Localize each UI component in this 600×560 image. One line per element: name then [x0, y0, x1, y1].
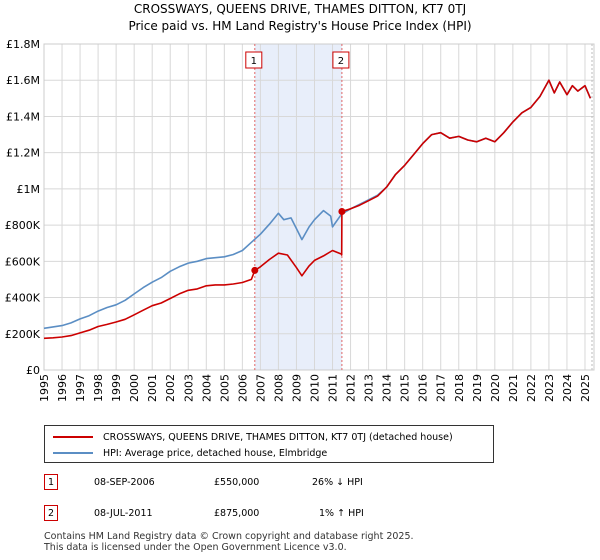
series-line-property — [43, 79, 592, 340]
x-tick-label: 2021 — [507, 374, 520, 402]
x-tick-label: 2010 — [308, 374, 321, 402]
y-tick-label: £800K — [5, 219, 41, 232]
legend-swatch-property — [53, 436, 93, 438]
y-tick-label: £1.2M — [6, 147, 40, 160]
footer-copyright: Contains HM Land Registry data © Crown c… — [44, 531, 414, 542]
x-tick-label: 2000 — [128, 374, 141, 402]
x-tick-label: 1995 — [38, 374, 51, 402]
x-tick-label: 2013 — [363, 374, 376, 402]
x-tick-label: 2006 — [236, 374, 249, 402]
transaction-hpi: 26% ↓ HPI — [312, 477, 363, 488]
x-tick-label: 2001 — [146, 374, 159, 402]
x-tick-label: 2015 — [399, 374, 412, 402]
x-tick-label: 2018 — [453, 374, 466, 402]
transaction-badge: 2 — [44, 505, 58, 521]
x-tick-label: 2020 — [489, 374, 502, 402]
x-tick-label: 1998 — [92, 374, 105, 402]
x-tick-label: 2008 — [272, 374, 285, 402]
chart-title: CROSSWAYS, QUEENS DRIVE, THAMES DITTON, … — [133, 2, 467, 16]
x-tick-label: 2025 — [579, 374, 592, 402]
sale-marker-label: 2 — [338, 56, 344, 67]
x-tick-label: 2007 — [254, 374, 267, 402]
sale-point — [251, 266, 259, 274]
price-chart: £0 £200K £400K £600K £800K £1M £1.2M £1.4M £1.6M… — [5, 38, 595, 402]
legend-item-hpi: HPI: Average price, detached house, Elmb… — [53, 446, 327, 460]
x-tick-label: 2002 — [164, 374, 177, 402]
transaction-badge: 1 — [44, 474, 58, 490]
transaction-price: £550,000 — [214, 477, 260, 488]
transaction-hpi: 1% ↑ HPI — [319, 508, 364, 519]
y-tick-label: £400K — [5, 292, 41, 305]
y-tick-label: £600K — [5, 255, 41, 268]
sale-marker-box — [245, 51, 263, 69]
x-tick-label: 2024 — [561, 374, 574, 402]
legend-swatch-hpi — [53, 452, 93, 454]
legend-label-property: CROSSWAYS, QUEENS DRIVE, THAMES DITTON, … — [103, 431, 453, 443]
legend-label-hpi: HPI: Average price, detached house, Elmb… — [103, 447, 328, 459]
chart-subtitle: Price paid vs. HM Land Registry's House … — [128, 19, 472, 33]
x-tick-label: 2009 — [290, 374, 303, 402]
x-tick-label: 2016 — [417, 374, 430, 402]
x-tick-label: 1999 — [110, 374, 123, 402]
x-tick-label: 2019 — [471, 374, 484, 402]
x-tick-label: 2005 — [218, 374, 231, 402]
y-tick-label: £1.6M — [6, 74, 40, 87]
y-tick-label: £1M — [17, 183, 41, 196]
x-tick-label: 2022 — [525, 374, 538, 402]
x-tick-label: 2011 — [327, 374, 340, 402]
sale-marker-box — [332, 51, 350, 69]
x-tick-label: 1997 — [74, 374, 87, 402]
sale-marker-label: 1 — [251, 56, 257, 67]
y-tick-label: £1.8M — [6, 38, 40, 51]
y-tick-label: £200K — [5, 328, 41, 341]
x-tick-label: 2012 — [345, 374, 358, 402]
sale-point — [338, 208, 346, 216]
legend: CROSSWAYS, QUEENS DRIVE, THAMES DITTON, … — [44, 425, 494, 463]
transaction-price: £875,000 — [214, 508, 260, 519]
x-tick-label: 2023 — [543, 374, 556, 402]
transaction-date: 08-SEP-2006 — [94, 477, 155, 488]
x-tick-label: 2014 — [381, 374, 394, 402]
x-tick-label: 2017 — [435, 374, 448, 402]
plot-frame — [43, 43, 595, 371]
x-tick-label: 2004 — [200, 374, 213, 402]
y-tick-label: £1.4M — [6, 110, 40, 123]
x-tick-label: 2003 — [182, 374, 195, 402]
legend-item-property: CROSSWAYS, QUEENS DRIVE, THAMES DITTON, … — [53, 430, 453, 444]
x-tick-label: 1996 — [56, 374, 69, 402]
shaded-period — [254, 44, 342, 370]
footer-licence: This data is licensed under the Open Gov… — [44, 542, 347, 553]
transaction-date: 08-JUL-2011 — [94, 508, 153, 519]
footer: Contains HM Land Registry data © Crown c… — [44, 531, 414, 553]
y-tick-label: £0 — [26, 364, 40, 377]
